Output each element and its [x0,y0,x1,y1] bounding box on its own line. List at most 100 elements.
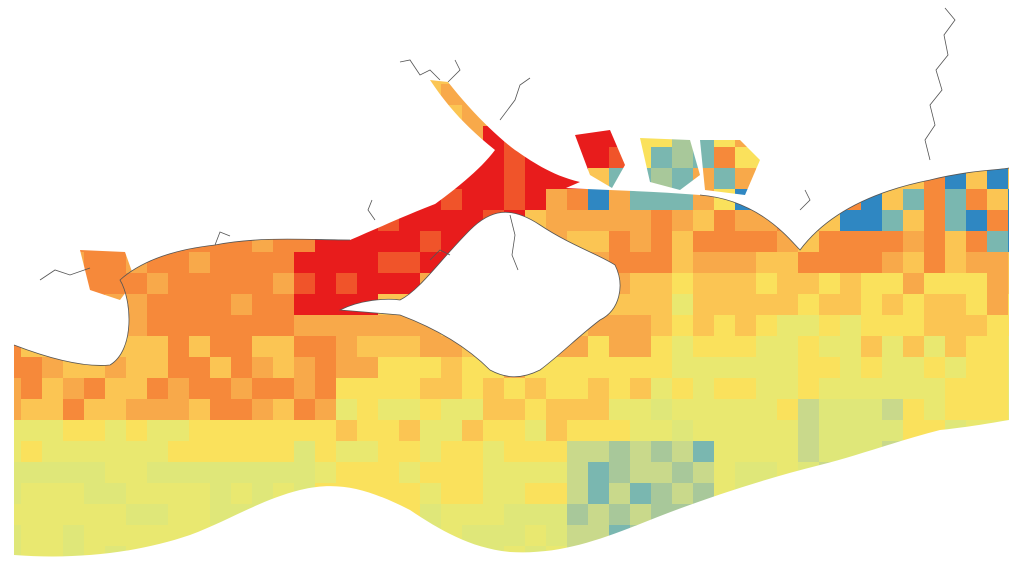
raster-cell [378,378,400,400]
raster-cell [189,0,211,22]
raster-cell [756,126,778,148]
raster-cell [399,21,421,43]
raster-cell [546,231,568,253]
raster-cell [693,42,715,64]
raster-cell [798,231,820,253]
raster-cell [504,210,526,232]
raster-cell [189,126,211,148]
raster-cell [252,462,274,484]
raster-cell [651,546,673,561]
raster-cell [189,504,211,526]
raster-cell [546,21,568,43]
raster-cell [315,21,337,43]
raster-cell [399,420,421,442]
raster-cell [756,147,778,169]
raster-cell [399,63,421,85]
raster-cell [273,231,295,253]
raster-cell [0,168,22,190]
raster-cell [903,441,925,463]
raster-cell [945,483,967,505]
raster-cell [924,63,946,85]
raster-cell [252,252,274,274]
raster-cell [882,210,904,232]
raster-cell [903,147,925,169]
raster-cell [0,399,22,421]
raster-cell [567,147,589,169]
raster-cell [147,441,169,463]
raster-cell [945,546,967,561]
raster-cell [714,168,736,190]
raster-cell [903,126,925,148]
raster-cell [231,336,253,358]
raster-cell [924,441,946,463]
raster-cell [483,231,505,253]
raster-cell [672,378,694,400]
raster-cell [693,441,715,463]
raster-cell [294,294,316,316]
raster-cell [21,399,43,421]
raster-cell [504,0,526,22]
raster-cell [84,84,106,106]
raster-cell [441,462,463,484]
raster-cell [672,21,694,43]
raster-cell [609,105,631,127]
raster-cell [588,420,610,442]
raster-cell [147,252,169,274]
raster-cell [861,357,883,379]
raster-cell [63,336,85,358]
raster-cell [336,105,358,127]
raster-cell [714,273,736,295]
raster-cell [840,378,862,400]
raster-cell [483,21,505,43]
raster-cell [714,504,736,526]
raster-cell [714,84,736,106]
raster-cell [651,294,673,316]
raster-cell [819,504,841,526]
raster-cell [210,210,232,232]
raster-cell [63,420,85,442]
raster-cell [483,483,505,505]
raster-cell [546,0,568,22]
raster-cell [819,273,841,295]
raster-cell [819,252,841,274]
raster-cell [651,42,673,64]
raster-cell [903,462,925,484]
raster-cell [777,315,799,337]
raster-cell [693,273,715,295]
raster-cell [630,315,652,337]
river-northeast [924,7,956,161]
raster-cell [336,399,358,421]
raster-cell [336,0,358,22]
raster-cell [840,357,862,379]
raster-cell [147,21,169,43]
raster-cell [840,399,862,421]
raster-cell [756,0,778,22]
raster-cell [168,441,190,463]
raster-cell [966,21,988,43]
raster-cell [924,525,946,547]
raster-cell [819,84,841,106]
raster-cell [336,504,358,526]
raster-cell [357,231,379,253]
raster-cell [336,252,358,274]
raster-cell [294,462,316,484]
raster-cell [924,378,946,400]
river-north-1 [447,59,461,83]
raster-cell [441,273,463,295]
raster-cell [147,357,169,379]
raster-cell [525,483,547,505]
raster-cell [378,315,400,337]
raster-cell [84,0,106,22]
river-north-2 [499,77,531,121]
raster-cell [609,483,631,505]
raster-cell [798,168,820,190]
raster-cell [42,441,64,463]
raster-cell [714,126,736,148]
raster-cell [315,315,337,337]
raster-cell [273,504,295,526]
raster-cell [84,168,106,190]
raster-cell [693,420,715,442]
raster-cell [567,336,589,358]
raster-cell [651,252,673,274]
